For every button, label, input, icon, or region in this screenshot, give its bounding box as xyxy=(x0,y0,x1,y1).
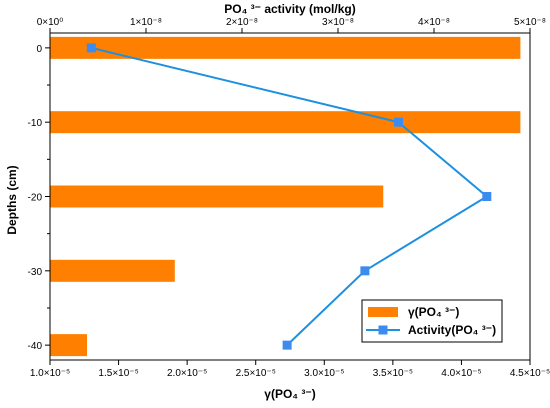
bottom-tick-label: 2.5×10⁻⁵ xyxy=(236,368,276,379)
top-tick-label: 4×10⁻⁸ xyxy=(418,17,450,28)
legend-line-label: Activity(PO₄ ³⁻) xyxy=(408,323,496,337)
bottom-tick-label: 2.0×10⁻⁵ xyxy=(167,368,207,379)
top-tick-label: 1×10⁻⁸ xyxy=(130,17,162,28)
point xyxy=(393,117,403,127)
y-axis-title: Depths (cm) xyxy=(5,165,19,234)
point xyxy=(86,43,96,53)
bottom-tick-label: 4.0×10⁻⁵ xyxy=(441,368,481,379)
line-series xyxy=(86,43,492,350)
top-tick-label: 2×10⁻⁸ xyxy=(226,17,258,28)
bar xyxy=(50,36,521,59)
bar-series xyxy=(50,36,521,357)
y-tick-label: -10 xyxy=(28,118,43,129)
point xyxy=(282,340,292,350)
legend-bar-swatch xyxy=(368,307,398,317)
legend-line-marker xyxy=(378,325,388,335)
legend-bar-label: γ(PO₄ ³⁻) xyxy=(408,305,459,319)
top-tick-label: 5×10⁻⁸ xyxy=(514,17,546,28)
bottom-tick-label: 3.5×10⁻⁵ xyxy=(373,368,413,379)
bar xyxy=(50,185,384,208)
bar xyxy=(50,111,521,134)
point xyxy=(482,192,492,201)
top-tick-label: 3×10⁻⁸ xyxy=(322,17,354,28)
legend: γ(PO₄ ³⁻) Activity(PO₄ ³⁻) xyxy=(361,299,503,343)
point xyxy=(360,266,370,276)
bottom-tick-label: 4.5×10⁻⁵ xyxy=(510,368,550,379)
bottom-tick-label: 1.0×10⁻⁵ xyxy=(30,368,70,379)
bottom-tick-label: 1.5×10⁻⁵ xyxy=(98,368,138,379)
y-tick-label: 0 xyxy=(36,44,42,55)
bottom-axis-title: γ(PO₄ ³⁻) xyxy=(264,387,315,401)
y-tick-label: -40 xyxy=(28,341,43,352)
bottom-tick-label: 3.0×10⁻⁵ xyxy=(304,368,344,379)
bar xyxy=(50,259,175,282)
bar xyxy=(50,334,88,357)
y-tick-label: -30 xyxy=(28,267,43,278)
axes: 0 -10 -20 -30 -40 1.0×10⁻⁵ 1.5×10⁻⁵ 2.0×10⁻⁵ 2.5… xyxy=(28,17,550,379)
y-tick-label: -20 xyxy=(28,193,43,204)
top-axis-title: PO₄ ³⁻ activity (mol/kg) xyxy=(224,2,355,16)
top-tick-label: 0×10⁰ xyxy=(37,17,64,28)
